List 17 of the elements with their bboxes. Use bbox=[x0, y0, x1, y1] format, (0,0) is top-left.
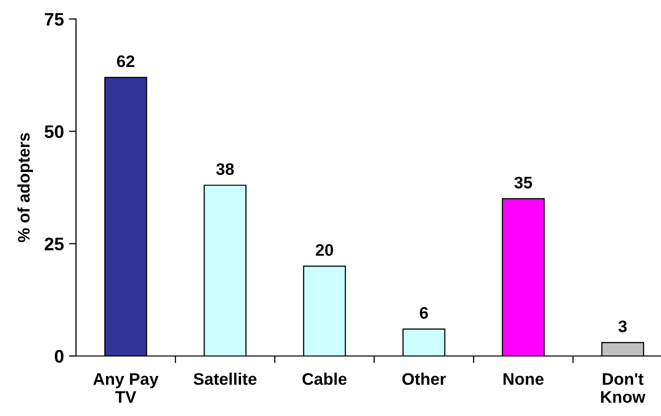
data-label: 35 bbox=[514, 176, 532, 189]
y-tick-label: 0 bbox=[54, 350, 64, 363]
y-tick-label: 75 bbox=[44, 13, 64, 26]
y-axis-title: % of adopters bbox=[17, 133, 33, 242]
x-tick-label: None bbox=[504, 373, 544, 385]
x-tick-label: Other bbox=[402, 372, 446, 385]
y-tick-label: 25 bbox=[44, 238, 64, 250]
y-tick-label: 50 bbox=[44, 125, 64, 138]
data-label: 6 bbox=[420, 307, 428, 319]
x-tick-label: Any Pay TV bbox=[93, 373, 158, 403]
data-label: 62 bbox=[117, 55, 134, 68]
x-tick-label: Satellite bbox=[194, 372, 256, 385]
data-label: 3 bbox=[618, 320, 627, 332]
x-tick-label: Don't Know bbox=[601, 373, 646, 403]
data-label: 20 bbox=[316, 244, 334, 256]
x-tick-label: Cable bbox=[302, 372, 347, 385]
data-label: 38 bbox=[216, 163, 234, 176]
